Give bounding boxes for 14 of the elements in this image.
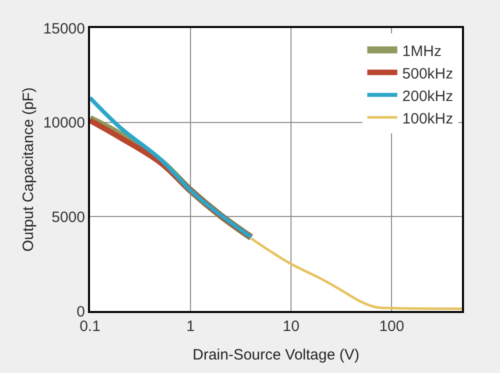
x-tick-label: 100 xyxy=(379,318,404,335)
y-tick-label: 10000 xyxy=(43,114,85,132)
legend-label: 100kHz xyxy=(402,110,454,128)
y-axis-title: Output Capacitance (pF) xyxy=(20,87,38,252)
x-axis-title: Drain-Source Voltage (V) xyxy=(192,346,360,364)
legend-label: 1MHz xyxy=(402,42,442,60)
x-tick-label: 1 xyxy=(186,318,195,335)
y-tick-label: 5000 xyxy=(52,208,85,226)
legend-label: 200kHz xyxy=(402,88,454,105)
x-tick-label: 10 xyxy=(282,318,300,335)
y-tick-label: 0 xyxy=(76,303,85,320)
x-tick-label: 0.1 xyxy=(80,318,100,335)
legend-label: 500kHz xyxy=(402,65,454,82)
y-tick-label: 15000 xyxy=(43,20,85,38)
